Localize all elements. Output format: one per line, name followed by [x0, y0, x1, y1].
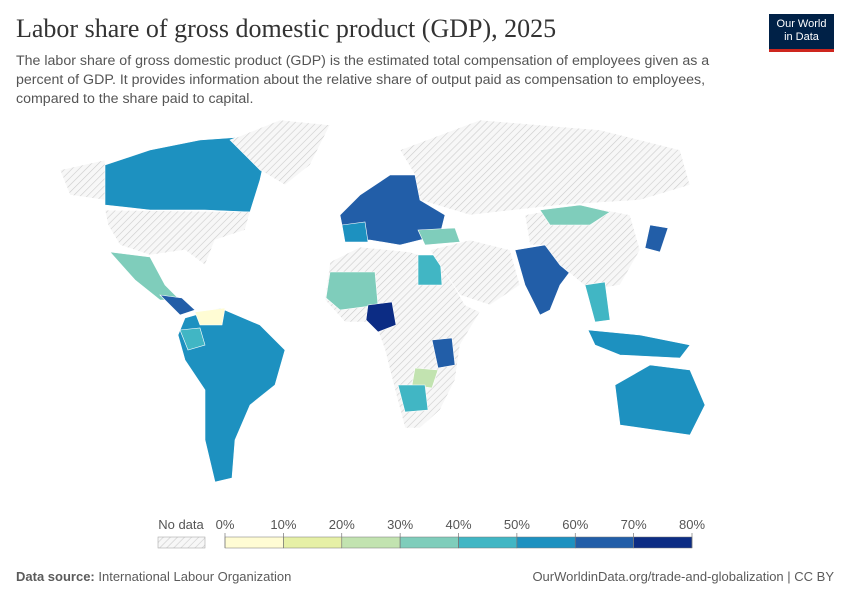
country[interactable]: [341, 221, 369, 243]
legend-tick-label: 80%: [679, 517, 705, 532]
country[interactable]: [59, 159, 106, 201]
country[interactable]: [325, 271, 379, 311]
country[interactable]: [644, 224, 669, 253]
legend-swatch: [399, 536, 459, 549]
map: No data 0% 10% 20% 30% 40% 50% 60% 70% 80%: [59, 119, 706, 549]
title: Labor share of gross domestic product (G…: [16, 14, 557, 43]
legend-tick-label: 20%: [329, 517, 355, 532]
country[interactable]: [539, 204, 611, 226]
legend-tick-label: 60%: [562, 517, 588, 532]
legend-swatch: [458, 536, 518, 549]
source: Data source: International Labour Organi…: [16, 569, 291, 584]
country[interactable]: [397, 384, 429, 413]
country[interactable]: [417, 254, 443, 286]
legend-tick-label: 50%: [504, 517, 530, 532]
country[interactable]: [584, 281, 611, 323]
legend-tick-label: 30%: [387, 517, 413, 532]
logo-line: Our World: [776, 18, 827, 30]
country[interactable]: [179, 327, 206, 351]
logo-line: in Data: [784, 31, 819, 43]
country[interactable]: [194, 307, 226, 326]
country[interactable]: [429, 239, 521, 306]
source-label: Data source:: [16, 569, 95, 584]
legend-swatch: [575, 536, 634, 549]
logo[interactable]: Our World in Data: [769, 14, 834, 52]
country[interactable]: [104, 209, 251, 266]
country[interactable]: [229, 119, 331, 186]
country[interactable]: [431, 337, 456, 369]
legend-swatch: [224, 536, 284, 549]
country[interactable]: [399, 119, 691, 216]
country[interactable]: [109, 251, 181, 301]
country[interactable]: [411, 367, 439, 389]
legend-swatch: [633, 536, 693, 549]
country[interactable]: [614, 364, 706, 436]
legend: No data 0% 10% 20% 30% 40% 50% 60% 70% 80%: [157, 517, 705, 549]
countries: [59, 119, 706, 483]
country[interactable]: [587, 329, 691, 359]
legend-tick-label: 70%: [621, 517, 647, 532]
url[interactable]: OurWorldinData.org/trade-and-globalizati…: [532, 569, 834, 584]
legend-swatch: [283, 536, 342, 549]
legend-no-data-swatch: [157, 536, 206, 549]
legend-tick-label: 40%: [445, 517, 471, 532]
country[interactable]: [177, 307, 286, 483]
country[interactable]: [365, 301, 397, 333]
subtitle: The labor share of gross domestic produc…: [16, 53, 710, 107]
country[interactable]: [159, 294, 196, 316]
country[interactable]: [104, 134, 271, 213]
legend-no-data-label: No data: [158, 517, 204, 532]
country[interactable]: [417, 227, 461, 246]
legend-tick-label: 0%: [216, 517, 235, 532]
legend-swatch: [341, 536, 401, 549]
source-text: International Labour Organization: [98, 569, 292, 584]
legend-swatch: [516, 536, 576, 549]
legend-tick-label: 10%: [270, 517, 296, 532]
